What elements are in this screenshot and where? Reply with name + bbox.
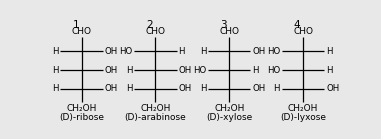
Text: HO: HO <box>267 66 280 75</box>
Text: CH₂OH: CH₂OH <box>214 104 244 113</box>
Text: H: H <box>326 47 333 56</box>
Text: H: H <box>52 84 59 93</box>
Text: (D)-xylose: (D)-xylose <box>206 113 252 122</box>
Text: H: H <box>178 47 185 56</box>
Text: 4: 4 <box>294 20 301 30</box>
Text: 3: 3 <box>220 20 227 30</box>
Text: HO: HO <box>193 66 206 75</box>
Text: OH: OH <box>252 84 266 93</box>
Text: H: H <box>274 84 280 93</box>
Text: CHO: CHO <box>219 27 239 36</box>
Text: H: H <box>126 84 132 93</box>
Text: 1: 1 <box>72 20 79 30</box>
Text: OH: OH <box>326 84 339 93</box>
Text: CHO: CHO <box>293 27 313 36</box>
Text: H: H <box>52 66 59 75</box>
Text: OH: OH <box>105 84 118 93</box>
Text: H: H <box>252 66 259 75</box>
Text: H: H <box>126 66 132 75</box>
Text: CH₂OH: CH₂OH <box>288 104 318 113</box>
Text: (D)-arabinose: (D)-arabinose <box>125 113 186 122</box>
Text: 2: 2 <box>146 20 153 30</box>
Text: OH: OH <box>105 47 118 56</box>
Text: OH: OH <box>178 84 192 93</box>
Text: (D)-ribose: (D)-ribose <box>59 113 104 122</box>
Text: H: H <box>52 47 59 56</box>
Text: H: H <box>326 66 333 75</box>
Text: H: H <box>200 84 206 93</box>
Text: OH: OH <box>252 47 266 56</box>
Text: HO: HO <box>119 47 132 56</box>
Text: CHO: CHO <box>72 27 91 36</box>
Text: CH₂OH: CH₂OH <box>140 104 171 113</box>
Text: OH: OH <box>105 66 118 75</box>
Text: HO: HO <box>267 47 280 56</box>
Text: (D)-lyxose: (D)-lyxose <box>280 113 326 122</box>
Text: CH₂OH: CH₂OH <box>66 104 97 113</box>
Text: H: H <box>200 47 206 56</box>
Text: OH: OH <box>178 66 192 75</box>
Text: CHO: CHO <box>146 27 165 36</box>
